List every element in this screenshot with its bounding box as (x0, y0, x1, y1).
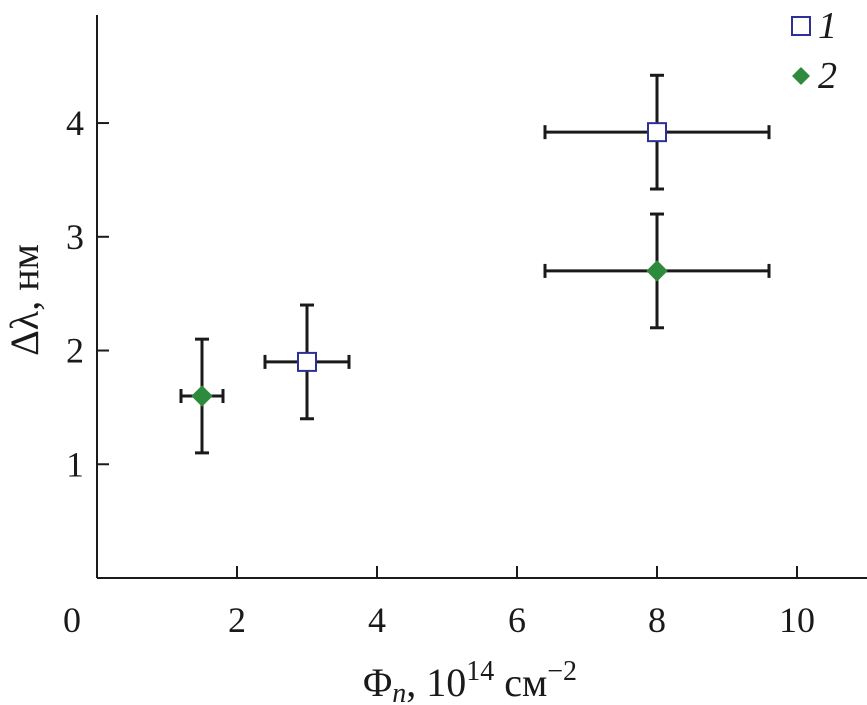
legend-marker-open-square (791, 16, 811, 36)
x-axis-label-rest: , 10 (406, 660, 466, 705)
markers (191, 122, 668, 407)
y-axis-label: Δλ, нм (2, 244, 47, 356)
data-point-series-1 (647, 122, 667, 143)
x-tick-label: 2 (228, 600, 246, 640)
data-point-series-1 (297, 351, 317, 372)
axes (96, 15, 867, 579)
legend-marker-filled-diamond (792, 67, 810, 85)
x-tick-label: 6 (508, 600, 526, 640)
data-point-series-2 (191, 385, 213, 407)
x-axis-label: Φn, 1014 см−2 (363, 656, 577, 705)
x-axis-label-symbol: Φ (363, 660, 392, 705)
legend-label: 2 (818, 55, 837, 97)
error-bars (179, 73, 771, 455)
x-axis-label-sub: n (392, 678, 406, 705)
x-axis-label-unit: см (494, 660, 547, 705)
y-tick-label: 3 (66, 217, 84, 257)
x-axis-label-unit-sup: −2 (547, 656, 577, 687)
y-tick-label: 2 (66, 331, 84, 371)
y-tick-label: 4 (66, 103, 84, 143)
y-tick-label: 1 (66, 444, 84, 484)
x-tick-label: 4 (368, 600, 386, 640)
legend: 12 (791, 5, 837, 97)
legend-label: 1 (818, 5, 837, 47)
x-tick-label: 10 (779, 600, 815, 640)
data-point-series-2 (646, 260, 668, 282)
x-axis-label-sup: 14 (466, 656, 494, 687)
x-tick-label: 8 (648, 600, 666, 640)
x-tick-label: 0 (63, 600, 81, 640)
